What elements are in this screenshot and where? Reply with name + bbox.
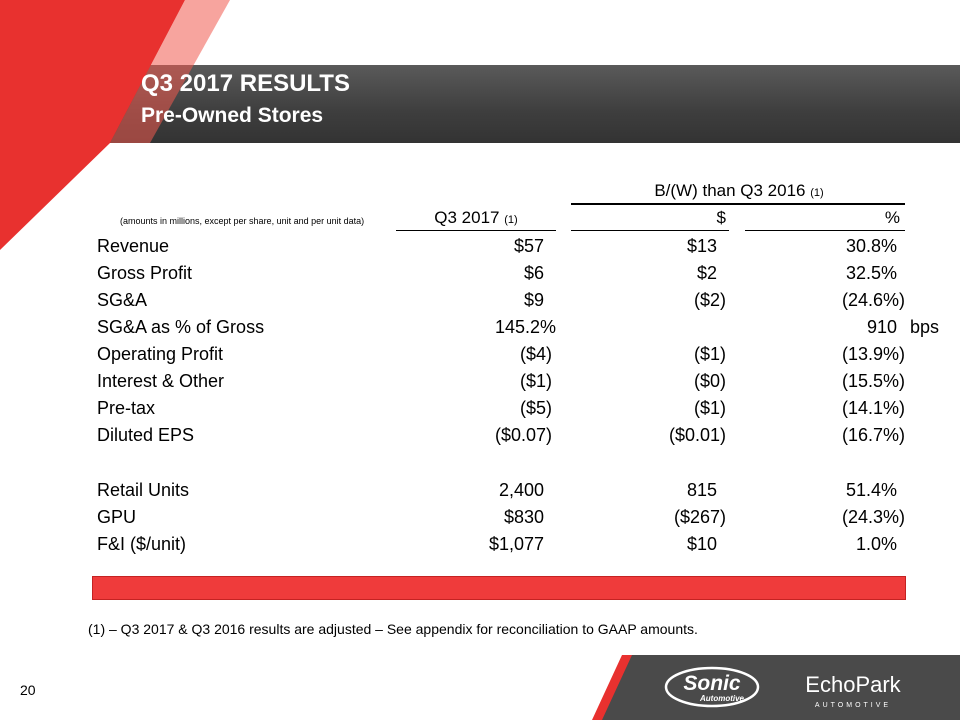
cell-pct: 910: [866, 317, 897, 337]
row-label: Pre-tax: [97, 398, 156, 418]
cell-q3-2017: 2,400: [498, 480, 544, 500]
sonic-logo-subtext: Automotive: [699, 694, 745, 703]
cell-q3-2017: $57: [513, 236, 544, 256]
cell-pct: (14.1%): [841, 398, 905, 418]
unit-bps: bps: [910, 317, 940, 337]
col-header-pct: %: [884, 208, 900, 227]
cell-dollar: $13: [686, 236, 717, 256]
footnote: (1) – Q3 2017 & Q3 2016 results are adju…: [88, 621, 698, 637]
col-header-q3-2017-label: Q3 2017: [434, 208, 500, 227]
cell-pct: (15.5%): [841, 371, 905, 391]
col-header-q3-2017-note: (1): [504, 214, 518, 226]
cell-dollar: $2: [696, 263, 717, 283]
echopark-logo-subtext: AUTOMOTIVE: [815, 702, 891, 709]
cell-dollar: 815: [686, 480, 717, 500]
cell-pct: 1.0%: [855, 534, 897, 554]
cell-q3-2017: $1,077: [488, 534, 544, 554]
highlight-box: [92, 576, 906, 600]
row-label: Interest & Other: [97, 371, 225, 391]
cell-dollar: ($0.01): [668, 425, 726, 445]
cell-q3-2017: $830: [503, 507, 544, 527]
cell-dollar: ($267): [673, 507, 726, 527]
row-label: Operating Profit: [97, 344, 224, 364]
cell-pct: 32.5%: [845, 263, 897, 283]
row-label: F&I ($/unit): [97, 534, 187, 554]
row-label: SG&A: [97, 290, 148, 310]
cell-pct: 30.8%: [845, 236, 897, 256]
cell-q3-2017: $6: [523, 263, 544, 283]
row-label: Gross Profit: [97, 263, 193, 283]
cell-pct: (24.3%): [841, 507, 905, 527]
cell-pct: (24.6%): [841, 290, 905, 310]
cell-q3-2017: 145.2%: [494, 317, 556, 337]
red-accent-wedge: [0, 0, 230, 250]
group-header-rule: [571, 203, 905, 205]
col-rule-dollar: [571, 230, 729, 231]
cell-q3-2017: ($5): [519, 398, 552, 418]
cell-pct: (13.9%): [841, 344, 905, 364]
cell-pct: 51.4%: [845, 480, 897, 500]
page-number: 20: [20, 682, 36, 698]
amounts-note: (amounts in millions, except per share, …: [120, 216, 365, 226]
sonic-logo-text: Sonic: [683, 672, 740, 695]
cell-q3-2017: ($4): [519, 344, 552, 364]
cell-dollar: $10: [686, 534, 717, 554]
comparison-group-header: B/(W) than Q3 2016 (1): [574, 181, 904, 201]
row-label: Revenue: [97, 236, 170, 256]
cell-dollar: ($0): [693, 371, 726, 391]
cell-dollar: ($2): [693, 290, 726, 310]
echopark-logo-text: EchoPark: [805, 672, 901, 697]
row-label: Diluted EPS: [97, 425, 195, 445]
echopark-logo: EchoPark AUTOMOTIVE: [805, 672, 901, 709]
slide-subtitle: Pre-Owned Stores: [141, 104, 324, 127]
cell-q3-2017: ($0.07): [494, 425, 552, 445]
cell-q3-2017: ($1): [519, 371, 552, 391]
cell-dollar: ($1): [693, 344, 726, 364]
group-header-note: (1): [810, 187, 824, 199]
col-rule-pct: [745, 230, 905, 231]
col-header-q3-2017: Q3 2017 (1): [396, 208, 556, 228]
cell-pct: (16.7%): [841, 425, 905, 445]
sonic-logo: Sonic Automotive: [664, 666, 760, 708]
row-label: Retail Units: [97, 480, 190, 500]
cell-q3-2017: $9: [523, 290, 544, 310]
slide-title: Q3 2017 RESULTS: [141, 70, 350, 97]
cell-dollar: ($1): [693, 398, 726, 418]
row-label: SG&A as % of Gross: [97, 317, 265, 337]
col-header-dollar: $: [716, 208, 726, 227]
row-label: GPU: [97, 507, 137, 527]
group-header-label: B/(W) than Q3 2016: [654, 181, 806, 200]
col-rule-q3-2017: [396, 230, 556, 231]
